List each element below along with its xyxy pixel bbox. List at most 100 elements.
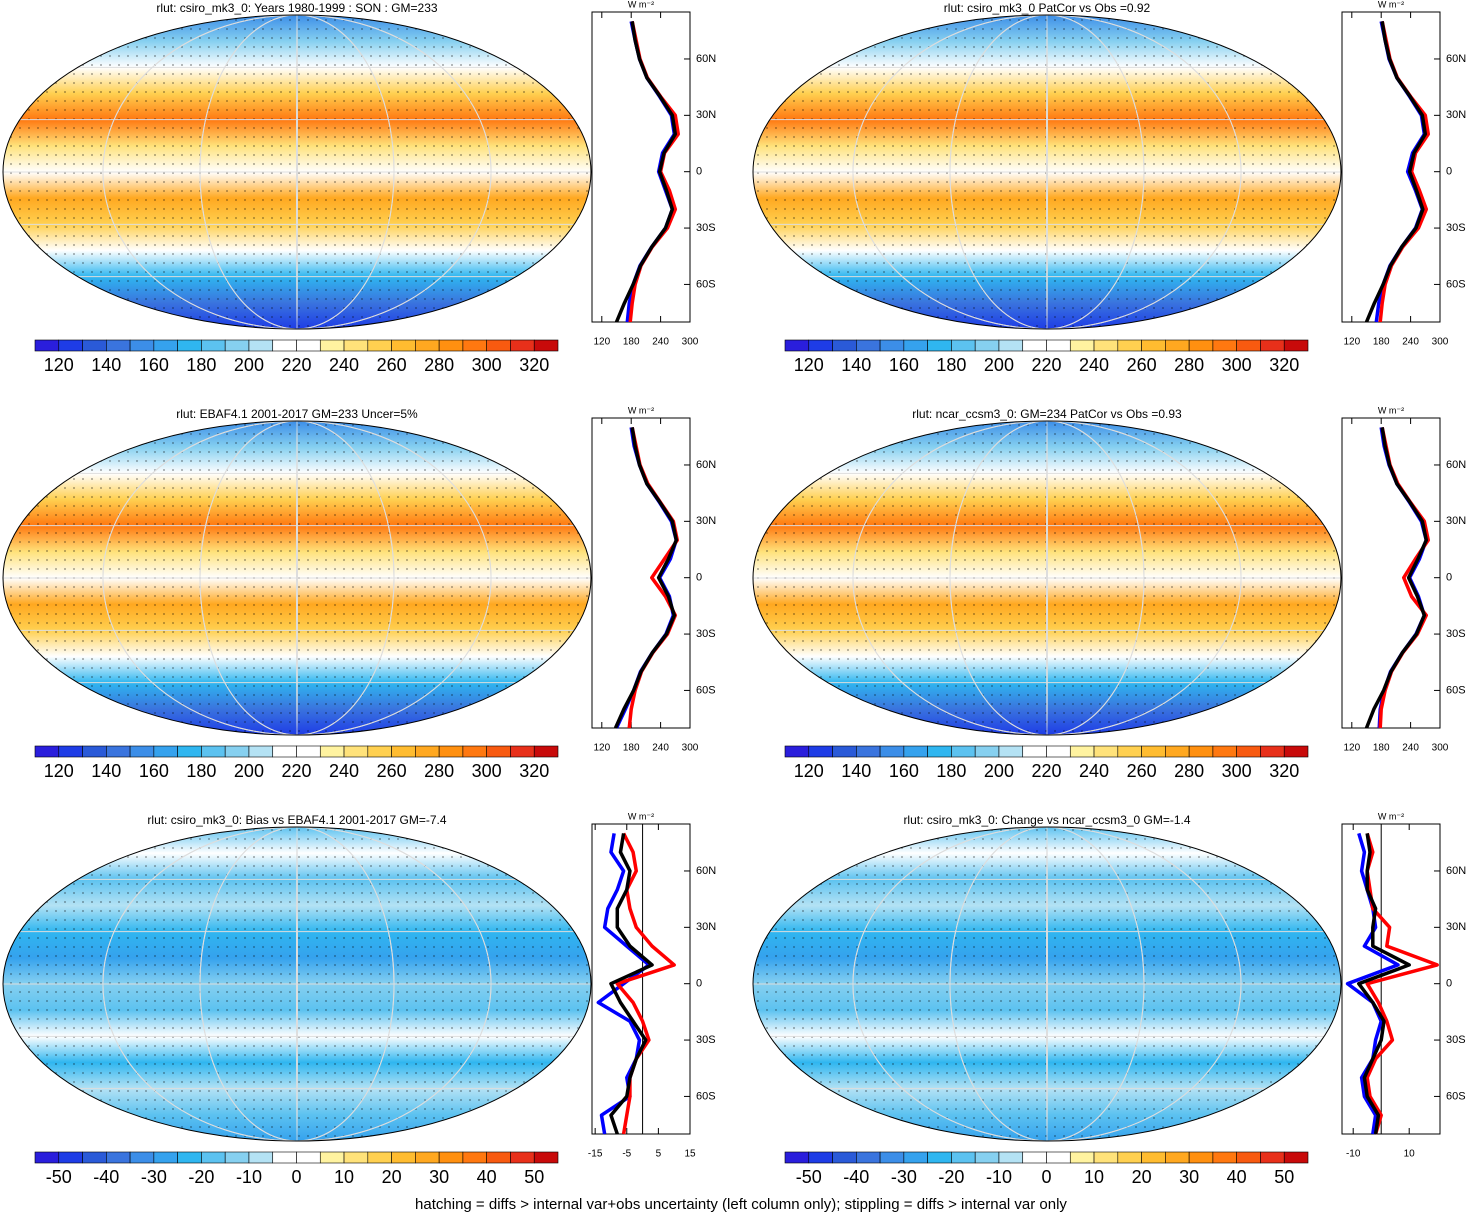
colorbar-tick-label: 10	[1084, 1167, 1104, 1187]
colorbar-tick-label: 160	[139, 761, 169, 781]
panel-title: rlut: EBAF4.1 2001-2017 GM=233 Uncer=5%	[176, 407, 418, 421]
colorbar-tick-label: 240	[1079, 355, 1109, 375]
y-tick-label: 30S	[1446, 1034, 1466, 1046]
colorbar-box	[1141, 339, 1166, 352]
colorbar-tick-label: 40	[477, 1167, 497, 1187]
colorbar-tick-label: 280	[1174, 355, 1204, 375]
colorbar-box	[462, 339, 487, 352]
colorbar-box	[1069, 745, 1095, 758]
colorbar-tick-label: 140	[841, 761, 871, 781]
colorbar-box	[1212, 1151, 1237, 1164]
y-tick-label: 30N	[696, 109, 716, 121]
colorbar-tick-label: 40	[1227, 1167, 1247, 1187]
x-tick-label: 300	[682, 743, 699, 754]
colorbar-box	[367, 339, 392, 352]
y-tick-label: 60N	[1446, 865, 1466, 877]
y-tick-label: 60N	[1446, 459, 1466, 471]
colorbar-tick-label: 20	[382, 1167, 402, 1187]
panel-title: rlut: ncar_ccsm3_0: GM=234 PatCor vs Obs…	[912, 407, 1182, 421]
colorbar-box	[296, 745, 321, 758]
colorbar-box	[177, 1151, 202, 1164]
colorbar-box	[1069, 339, 1095, 352]
colorbar-box	[784, 339, 810, 352]
colorbar-box	[153, 745, 178, 758]
graticule	[1046, 420, 1048, 736]
colorbar-box	[319, 339, 345, 352]
footnote: hatching = diffs > internal var+obs unce…	[415, 1196, 1067, 1213]
colorbar-box	[1188, 1151, 1214, 1164]
colorbar-box	[510, 745, 535, 758]
colorbar-box	[58, 745, 83, 758]
colorbar-box	[129, 745, 155, 758]
colorbar-box	[34, 745, 60, 758]
colorbar-box	[106, 339, 131, 352]
colorbar-tick-label: 200	[234, 355, 264, 375]
colorbar-box	[153, 339, 178, 352]
colorbar-tick-label: 200	[984, 761, 1014, 781]
colorbar-tick-label: -50	[796, 1167, 822, 1187]
x-tick-label: 180	[623, 743, 640, 754]
map-border	[2, 826, 592, 1142]
colorbar-box	[903, 339, 928, 352]
colorbar-box	[129, 339, 155, 352]
y-tick-label: 30N	[696, 921, 716, 933]
colorbar-box	[1046, 1151, 1071, 1164]
profile-frame	[1341, 11, 1441, 323]
y-tick-label: 0	[1446, 572, 1452, 584]
colorbar-box	[974, 745, 1000, 758]
colorbar-box	[1283, 1151, 1309, 1164]
colorbar-box	[319, 1151, 345, 1164]
profile-line	[1364, 21, 1428, 323]
colorbar-tick-label: 220	[1031, 355, 1061, 375]
y-tick-label: 0	[1446, 166, 1452, 178]
colorbar-box	[1165, 1151, 1190, 1164]
colorbar-tick-label: 180	[186, 355, 216, 375]
colorbar-tick-label: 160	[889, 355, 919, 375]
colorbar-box	[1283, 339, 1309, 352]
colorbar-box	[272, 1151, 297, 1164]
profile-frame	[591, 11, 691, 323]
panel-title: rlut: csiro_mk3_0 PatCor vs Obs =0.92	[944, 1, 1151, 15]
colorbar-box	[808, 339, 833, 352]
x-tick-label: 240	[652, 743, 669, 754]
graticule	[1046, 826, 1048, 1142]
colorbar-box	[533, 745, 559, 758]
x-tick-label: 120	[593, 743, 610, 754]
y-tick-label: 60N	[1446, 53, 1466, 65]
colorbar-box	[1046, 339, 1071, 352]
colorbar-box	[832, 745, 857, 758]
unit-label: W m⁻²	[628, 811, 654, 821]
y-tick-label: 60S	[696, 1090, 716, 1102]
unit-label: W m⁻²	[628, 0, 654, 9]
colorbar-tick-label: 240	[329, 761, 359, 781]
colorbar-box	[367, 1151, 392, 1164]
colorbar-box	[998, 339, 1024, 352]
colorbar-box	[296, 339, 321, 352]
y-tick-label: 0	[696, 978, 702, 990]
colorbar-tick-label: 50	[1274, 1167, 1294, 1187]
profile-line	[609, 833, 654, 1135]
unit-label: W m⁻²	[1378, 811, 1404, 821]
colorbar-box	[58, 339, 83, 352]
colorbar-tick-label: 120	[794, 355, 824, 375]
y-tick-label: 60S	[1446, 278, 1466, 290]
x-tick-label: 180	[623, 337, 640, 348]
panel-title: rlut: csiro_mk3_0: Years 1980-1999 : SON…	[156, 1, 437, 15]
colorbar-box	[1022, 339, 1047, 352]
colorbar-box	[248, 745, 274, 758]
colorbar-tick-label: 220	[1031, 761, 1061, 781]
x-tick-label: 5	[656, 1149, 662, 1160]
colorbar-box	[1093, 745, 1119, 758]
colorbar-box	[201, 745, 226, 758]
profile-line	[1357, 833, 1411, 1135]
colorbar-box	[177, 745, 202, 758]
colorbar-box	[486, 745, 511, 758]
colorbar-box	[438, 745, 464, 758]
colorbar-tick-label: 120	[44, 355, 74, 375]
colorbar-box	[951, 745, 976, 758]
colorbar-box	[1260, 745, 1285, 758]
colorbar-box	[784, 1151, 810, 1164]
colorbar-box	[951, 1151, 976, 1164]
profile-line	[596, 833, 651, 1135]
colorbar-tick-label: 240	[329, 355, 359, 375]
